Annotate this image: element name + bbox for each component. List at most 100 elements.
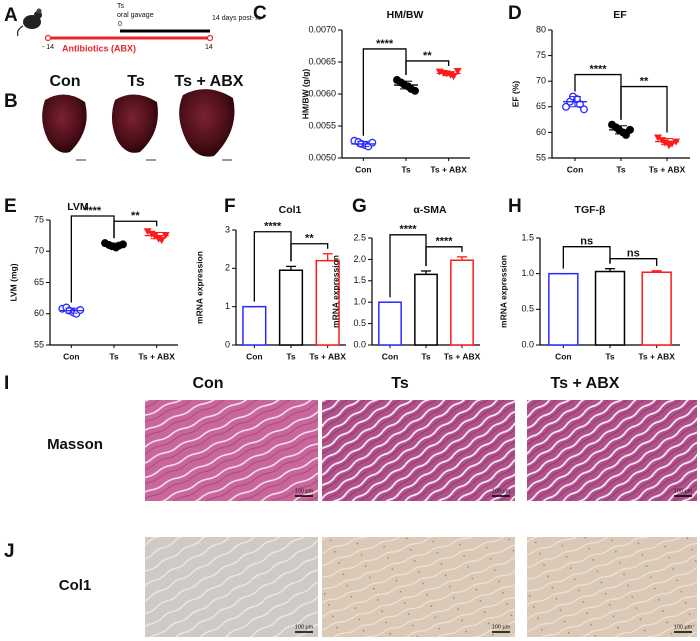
timeline: Ts oral gavage 0 14 days post-Ts - 14 14… — [16, 3, 262, 53]
significance-label: **** — [435, 236, 453, 248]
timeline-treatment: Antibiotics (ABX) — [62, 43, 136, 53]
x-tick-label: Ts — [421, 351, 431, 361]
significance-label: ** — [305, 233, 314, 245]
heart-image — [111, 94, 158, 153]
data-point — [576, 100, 584, 109]
y-tick-label: 65 — [536, 101, 546, 111]
histology-image — [322, 400, 515, 501]
timeline-end — [206, 34, 214, 42]
panel-letter: E — [4, 196, 17, 217]
row-label: Masson — [47, 436, 103, 453]
scale-bar-label: 100 μm — [492, 488, 511, 494]
y-tick-label: 55 — [34, 339, 44, 349]
y-tick-label: 0.5 — [521, 304, 534, 314]
y-tick-label: 70 — [34, 246, 44, 256]
y-tick-label: 55 — [536, 152, 546, 162]
significance-label: ** — [131, 210, 140, 222]
bar — [548, 272, 579, 346]
panel-letter: B — [4, 91, 18, 112]
y-tick-label: 65 — [34, 277, 44, 287]
significance-label: ns — [627, 248, 640, 260]
x-tick-label: Ts + ABX — [444, 351, 481, 361]
data-point — [654, 134, 662, 142]
significance-bracket — [113, 220, 158, 239]
y-tick-label: 0.0050 — [308, 152, 336, 162]
scale-bar-label: 100 μm — [674, 624, 693, 630]
heart-image — [179, 89, 235, 157]
bar — [278, 269, 304, 346]
mouse-icon — [16, 8, 42, 37]
significance-label: ns — [580, 236, 593, 248]
significance-bracket — [362, 48, 407, 136]
bar — [242, 305, 267, 346]
panel-letter: G — [352, 196, 367, 217]
y-tick-label: 0.0070 — [308, 24, 336, 34]
y-tick-label: 0.0065 — [308, 56, 336, 66]
y-tick-label: 75 — [536, 50, 546, 60]
x-tick-label: Con — [567, 164, 584, 174]
bar — [594, 270, 626, 346]
y-tick-label: 2.0 — [353, 254, 366, 264]
chart: α-SMA mRNA expression 0.0 0.5 1.0 1.5 2.0 2.5 Co… — [330, 204, 480, 361]
x-tick-label: Ts + ABX — [638, 351, 675, 361]
x-tick-label: Ts — [616, 164, 626, 174]
x-tick-label: Con — [63, 351, 80, 361]
bar — [641, 271, 672, 346]
significance-label: **** — [264, 221, 282, 233]
bar — [378, 301, 402, 346]
chart-title: α-SMA — [413, 204, 447, 216]
histology-image — [145, 537, 318, 637]
heart-label: Ts + ABX — [175, 73, 244, 90]
x-tick-label: Ts + ABX — [430, 164, 467, 174]
timeline-end-label: 14 days post-Ts — [212, 15, 262, 22]
bar — [450, 259, 474, 346]
y-axis-label: LVM (mg) — [8, 263, 18, 301]
significance-bracket — [609, 258, 658, 266]
panel-letter: I — [4, 373, 9, 394]
panel-letter: J — [4, 541, 15, 562]
column-header: Con — [192, 375, 223, 392]
y-tick-label: 0.0055 — [308, 120, 336, 130]
chart-title: TGF-β — [575, 204, 606, 216]
y-axis-label: EF (%) — [510, 81, 520, 108]
significance-label: **** — [399, 224, 417, 236]
x-tick-label: Ts + ABX — [649, 164, 686, 174]
scale-bar-label: 100 μm — [674, 488, 693, 494]
y-tick-label: 1 — [225, 301, 230, 311]
panel-letter: F — [224, 196, 236, 217]
y-tick-label: 60 — [34, 308, 44, 318]
x-tick-label: Con — [246, 351, 263, 361]
significance-label: ** — [640, 75, 649, 87]
scale-bar-label: 100 μm — [492, 624, 511, 630]
significance-bracket — [425, 246, 463, 266]
x-tick-label: Ts — [605, 351, 615, 361]
significance-label: **** — [376, 38, 394, 50]
significance-bracket — [405, 60, 450, 75]
panel-letter: D — [508, 3, 522, 24]
timeline-end-day: 14 — [205, 44, 213, 51]
y-tick-label: 1.0 — [521, 268, 534, 278]
x-tick-label: Ts — [401, 164, 411, 174]
panel-letters: A B C D E F G H I J — [4, 3, 522, 562]
row-label: Col1 — [59, 577, 92, 594]
significance-bracket — [574, 73, 622, 120]
significance-bracket — [290, 243, 329, 262]
column-header: Ts + ABX — [551, 375, 620, 392]
data-point — [368, 138, 377, 147]
y-tick-label: 2.5 — [353, 232, 366, 242]
chart-title: EF — [613, 9, 627, 21]
y-tick-label: 75 — [34, 214, 44, 224]
chart-title: Col1 — [279, 204, 302, 216]
column-header: Ts — [391, 375, 409, 392]
y-tick-label: 80 — [536, 24, 546, 34]
significance-bracket — [562, 246, 611, 269]
x-tick-label: Ts — [109, 351, 119, 361]
data-point — [580, 105, 588, 114]
hearts: Con Ts Ts + ABX — [42, 73, 244, 161]
x-tick-label: Con — [355, 164, 372, 174]
x-tick-label: Ts + ABX — [309, 351, 346, 361]
